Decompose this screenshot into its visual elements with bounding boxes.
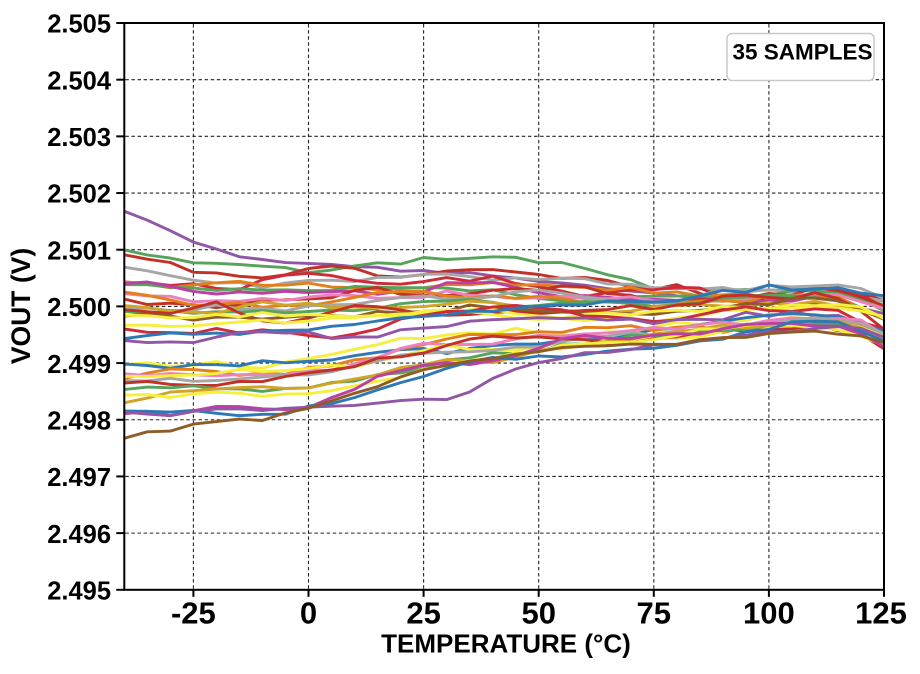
svg-text:2.503: 2.503 <box>47 124 111 152</box>
svg-text:2.499: 2.499 <box>47 351 111 379</box>
svg-text:125: 125 <box>855 596 907 631</box>
svg-text:50: 50 <box>521 596 555 631</box>
svg-text:TEMPERATURE (°C): TEMPERATURE (°C) <box>381 629 631 659</box>
svg-text:2.501: 2.501 <box>47 237 111 265</box>
svg-text:2.505: 2.505 <box>47 11 111 39</box>
svg-text:-25: -25 <box>171 596 216 631</box>
svg-text:2.496: 2.496 <box>47 521 111 549</box>
svg-text:0: 0 <box>300 596 317 631</box>
svg-text:2.500: 2.500 <box>47 294 111 322</box>
svg-text:2.498: 2.498 <box>47 408 111 436</box>
svg-text:75: 75 <box>637 596 671 631</box>
svg-text:2.495: 2.495 <box>47 578 111 606</box>
svg-text:VOUT (V): VOUT (V) <box>6 248 36 364</box>
svg-text:25: 25 <box>406 596 440 631</box>
svg-text:100: 100 <box>743 596 795 631</box>
svg-text:2.497: 2.497 <box>47 464 111 492</box>
svg-text:2.502: 2.502 <box>47 181 111 209</box>
svg-text:35 SAMPLES: 35 SAMPLES <box>732 40 872 65</box>
svg-text:2.504: 2.504 <box>47 67 112 95</box>
